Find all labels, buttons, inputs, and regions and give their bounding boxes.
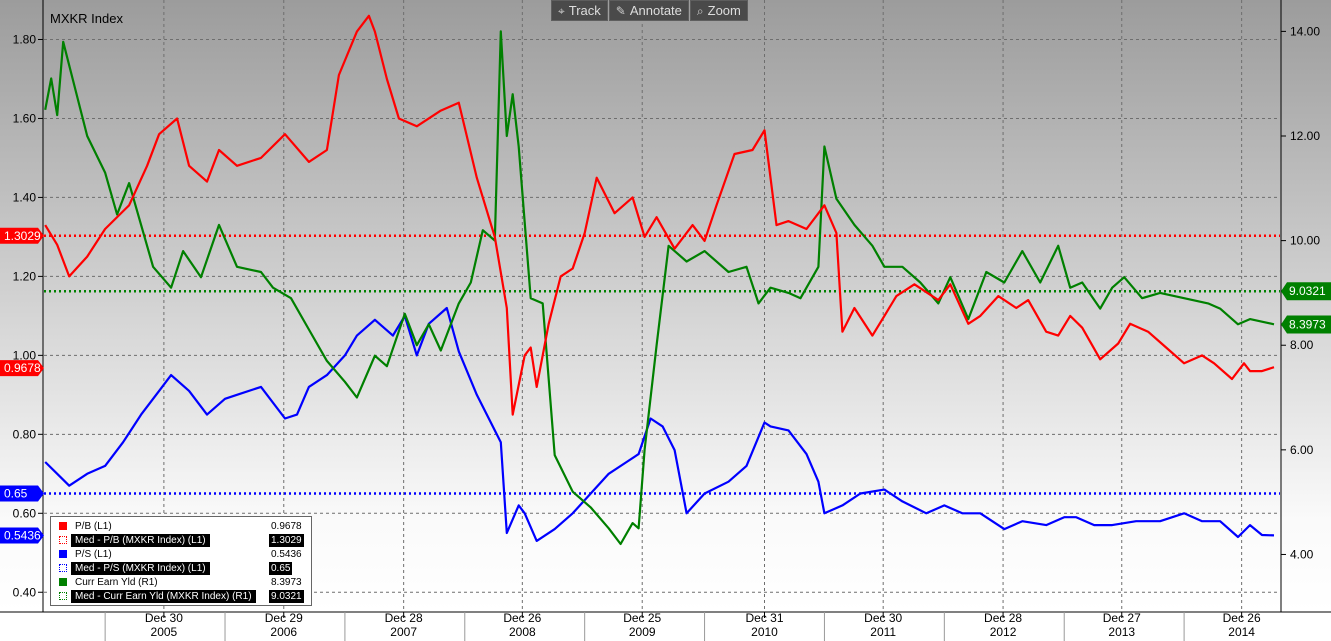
median-pb-tag-bg bbox=[0, 227, 44, 244]
annotate-button[interactable]: ✎ Annotate bbox=[608, 0, 689, 21]
track-button[interactable]: ⌖ Track bbox=[551, 0, 608, 21]
legend-value: 0.9678 bbox=[271, 521, 302, 532]
legend-entry: P/B (L1) 0.9678 bbox=[51, 520, 311, 533]
right-tick-label: 10.00 bbox=[1290, 234, 1320, 248]
x-tick-year: 2005 bbox=[151, 625, 178, 639]
x-axis-background bbox=[0, 612, 1331, 641]
left-tick-label: 1.80 bbox=[13, 32, 37, 46]
median-ey-tag: 9.0321 bbox=[1289, 284, 1326, 298]
x-tick-date: Dec 29 bbox=[265, 611, 303, 625]
legend-value: 9.0321 bbox=[269, 590, 304, 603]
right-tick-label: 8.00 bbox=[1290, 338, 1314, 352]
gridlines-x bbox=[163, 0, 1243, 612]
gridlines-y bbox=[44, 38, 1280, 593]
right-axis-background bbox=[1281, 0, 1331, 612]
legend-entry: Curr Earn Yld (R1) 8.3973 bbox=[51, 576, 311, 589]
legend-value: 0.5436 bbox=[271, 549, 302, 560]
left-tick-label: 1.40 bbox=[13, 190, 37, 204]
legend-entry: Med - P/S (MXKR Index) (L1) 0.65 bbox=[51, 562, 311, 575]
legend-swatch bbox=[59, 550, 67, 558]
legend-label: Curr Earn Yld (R1) bbox=[75, 577, 158, 588]
x-tick-year: 2012 bbox=[990, 625, 1017, 639]
right-tick-label: 14.00 bbox=[1290, 24, 1320, 38]
left-tick-label: 1.00 bbox=[13, 348, 37, 362]
right-tick-label: 4.00 bbox=[1290, 547, 1314, 561]
x-tick-date: Dec 26 bbox=[1223, 611, 1261, 625]
left-tick-label: 0.40 bbox=[13, 585, 37, 599]
left-tick-label: 0.60 bbox=[13, 506, 37, 520]
x-tick-year: 2008 bbox=[509, 625, 536, 639]
x-tick-year: 2013 bbox=[1108, 625, 1135, 639]
legend-label: Med - P/S (MXKR Index) (L1) bbox=[71, 562, 210, 575]
legend-label: P/S (L1) bbox=[75, 549, 112, 560]
legend-label: Med - Curr Earn Yld (MXKR Index) (R1) bbox=[71, 590, 256, 603]
right-tick-label: 12.00 bbox=[1290, 129, 1320, 143]
left-tick-label: 1.60 bbox=[13, 111, 37, 125]
x-tick-date: Dec 26 bbox=[503, 611, 541, 625]
x-tick-date: Dec 30 bbox=[864, 611, 902, 625]
median-ps-tag: 0.65 bbox=[4, 487, 28, 501]
legend-value: 1.3029 bbox=[269, 534, 304, 547]
right-axis-ticks: 4.00 6.00 8.00 10.00 12.00 14.00 bbox=[1281, 24, 1320, 561]
legend-label: P/B (L1) bbox=[75, 521, 112, 532]
zoom-button[interactable]: ⌕ Zoom bbox=[689, 0, 748, 21]
x-tick-year: 2009 bbox=[629, 625, 656, 639]
x-tick-year: 2007 bbox=[390, 625, 417, 639]
x-tick-date: Dec 28 bbox=[984, 611, 1022, 625]
series-lines bbox=[44, 14, 1275, 546]
series-ps-line bbox=[44, 306, 1275, 542]
median-lines bbox=[44, 234, 1280, 495]
x-tick-date: Dec 31 bbox=[745, 611, 783, 625]
right-tick-label: 6.00 bbox=[1290, 443, 1314, 457]
last-pb-tag-bg bbox=[0, 360, 44, 377]
x-tick-date: Dec 30 bbox=[145, 611, 183, 625]
x-tick-year: 2011 bbox=[870, 625, 896, 639]
legend: P/B (L1) 0.9678 Med - P/B (MXKR Index) (L1… bbox=[50, 516, 312, 606]
median-ey-tag-bg bbox=[1281, 282, 1331, 301]
x-tick-year: 2010 bbox=[751, 625, 778, 639]
legend-entry: Med - Curr Earn Yld (MXKR Index) (R1) 9.0… bbox=[51, 590, 311, 603]
x-tick-date: Dec 28 bbox=[385, 611, 423, 625]
legend-swatch bbox=[59, 522, 67, 530]
pen-icon: ✎ bbox=[615, 3, 626, 18]
x-tick-year: 2014 bbox=[1228, 625, 1255, 639]
legend-entry: P/S (L1) 0.5436 bbox=[51, 548, 311, 561]
legend-swatch bbox=[59, 578, 67, 586]
left-tick-label: 0.80 bbox=[13, 427, 37, 441]
legend-value: 8.3973 bbox=[271, 577, 302, 588]
legend-value: 0.65 bbox=[269, 562, 293, 575]
chart-title: MXKR Index bbox=[50, 11, 123, 26]
series-pb-line bbox=[44, 14, 1275, 416]
last-ps-tag: 0.5436 bbox=[4, 529, 41, 543]
legend-label: Med - P/B (MXKR Index) (L1) bbox=[71, 534, 210, 547]
median-pb-tag: 1.3029 bbox=[4, 229, 41, 243]
chart-toolbar: ⌖ Track ✎ Annotate ⌕ Zoom bbox=[551, 0, 748, 21]
legend-swatch bbox=[59, 564, 67, 572]
last-pb-tag: 0.9678 bbox=[4, 361, 41, 375]
series-ey-line bbox=[44, 30, 1275, 546]
magnifier-icon: ⌕ bbox=[696, 3, 704, 18]
x-tick-date: Dec 25 bbox=[623, 611, 661, 625]
legend-entry: Med - P/B (MXKR Index) (L1) 1.3029 bbox=[51, 534, 311, 547]
median-ps-tag-bg bbox=[0, 485, 44, 502]
left-axis-ticks: 0.40 0.60 0.80 1.00 1.20 1.40 1.60 1.80 bbox=[13, 32, 43, 599]
crosshair-icon: ⌖ bbox=[558, 3, 565, 18]
last-ey-tag: 8.3973 bbox=[1289, 317, 1326, 331]
legend-swatch bbox=[59, 592, 67, 600]
last-ps-tag-bg bbox=[0, 527, 44, 544]
x-tick-year: 2006 bbox=[270, 625, 297, 639]
left-tick-label: 1.20 bbox=[13, 269, 37, 283]
x-tick-date: Dec 27 bbox=[1103, 611, 1141, 625]
left-axis-background bbox=[0, 0, 43, 612]
last-ey-tag-bg bbox=[1281, 315, 1331, 334]
legend-swatch bbox=[59, 536, 67, 544]
value-tags: 1.3029 0.9678 0.65 0.5436 9.0321 8.3973 bbox=[0, 227, 1331, 544]
